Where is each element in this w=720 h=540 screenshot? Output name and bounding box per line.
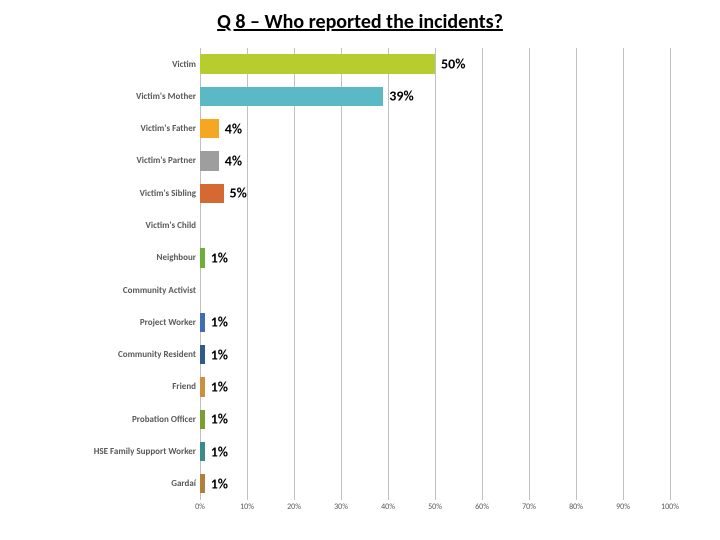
chart-row: Neighbour 1% (40, 242, 670, 274)
chart-title: Q 8 – Who reported the incidents? (0, 10, 720, 34)
value-label: 1% (211, 411, 228, 428)
x-tick-label: 0% (195, 502, 205, 512)
bar-area: 1% (200, 371, 670, 403)
x-tick-label: 50% (428, 502, 442, 512)
bar-area: 1% (200, 242, 670, 274)
bar-area (200, 209, 670, 241)
chart-row: Victim's Child (40, 209, 670, 241)
value-label: 4% (225, 152, 242, 169)
bar-area: 1% (200, 339, 670, 371)
value-label: 39% (389, 88, 413, 105)
category-label: Community Activist (40, 286, 200, 295)
x-tick-label: 80% (569, 502, 583, 512)
bar-area: 1% (200, 306, 670, 338)
bar (200, 345, 205, 364)
category-label: Victim's Sibling (40, 189, 200, 198)
x-axis: 0%10%20%30%40%50%60%70%80%90%100% (200, 500, 670, 520)
chart-row: Victim's Sibling 5% (40, 177, 670, 209)
chart-row: Victim's Partner 4% (40, 145, 670, 177)
value-label: 50% (441, 56, 465, 73)
category-label: HSE Family Support Worker (40, 447, 200, 456)
bar-area: 4% (200, 145, 670, 177)
x-tick-label: 100% (661, 502, 679, 512)
x-tick-label: 60% (475, 502, 489, 512)
bar-area: 39% (200, 80, 670, 112)
category-label: Victim's Father (40, 124, 200, 133)
bar-chart: Victim 50% Victim's Mother 39% Victim's Fath… (40, 48, 680, 520)
chart-row: Victim's Father 4% (40, 113, 670, 145)
x-tick-label: 90% (616, 502, 630, 512)
bar (200, 87, 383, 106)
x-tick-label: 40% (381, 502, 395, 512)
category-label: Gardaí (40, 479, 200, 488)
category-label: Victim's Partner (40, 156, 200, 165)
bar-area: 4% (200, 113, 670, 145)
category-label: Victim's Child (40, 221, 200, 230)
bar-area: 1% (200, 435, 670, 467)
bar (200, 442, 205, 461)
bar (200, 474, 205, 493)
value-label: 1% (211, 378, 228, 395)
x-tick-label: 20% (287, 502, 301, 512)
chart-row: Project Worker 1% (40, 306, 670, 338)
bar (200, 377, 205, 396)
bar (200, 151, 219, 170)
chart-row: Probation Officer 1% (40, 403, 670, 435)
category-label: Community Resident (40, 350, 200, 359)
bar-area: 5% (200, 177, 670, 209)
value-label: 1% (211, 475, 228, 492)
category-label: Victim's Mother (40, 92, 200, 101)
page: Q 8 – Who reported the incidents? Victim… (0, 0, 720, 540)
bar (200, 410, 205, 429)
category-label: Neighbour (40, 253, 200, 262)
chart-row: Victim's Mother 39% (40, 80, 670, 112)
bar-area: 1% (200, 403, 670, 435)
value-label: 1% (211, 314, 228, 331)
x-tick-label: 10% (240, 502, 254, 512)
value-label: 5% (230, 185, 247, 202)
category-label: Project Worker (40, 318, 200, 327)
value-label: 1% (211, 443, 228, 460)
chart-row: Victim 50% (40, 48, 670, 80)
bar-area (200, 274, 670, 306)
bar-area: 1% (200, 468, 670, 500)
chart-row: Friend 1% (40, 371, 670, 403)
category-label: Probation Officer (40, 415, 200, 424)
bar (200, 119, 219, 138)
chart-row: Community Resident 1% (40, 339, 670, 371)
bar (200, 313, 205, 332)
chart-row: Gardaí 1% (40, 468, 670, 500)
value-label: 4% (225, 120, 242, 137)
category-label: Victim (40, 60, 200, 69)
category-label: Friend (40, 382, 200, 391)
grid-line (670, 48, 671, 500)
chart-row: Community Activist (40, 274, 670, 306)
bar-area: 50% (200, 48, 670, 80)
bar (200, 54, 435, 73)
value-label: 1% (211, 346, 228, 363)
bar (200, 248, 205, 267)
bar (200, 184, 224, 203)
chart-row: HSE Family Support Worker 1% (40, 435, 670, 467)
x-tick-label: 70% (522, 502, 536, 512)
value-label: 1% (211, 249, 228, 266)
x-tick-label: 30% (334, 502, 348, 512)
chart-rows: Victim 50% Victim's Mother 39% Victim's Fath… (40, 48, 670, 500)
